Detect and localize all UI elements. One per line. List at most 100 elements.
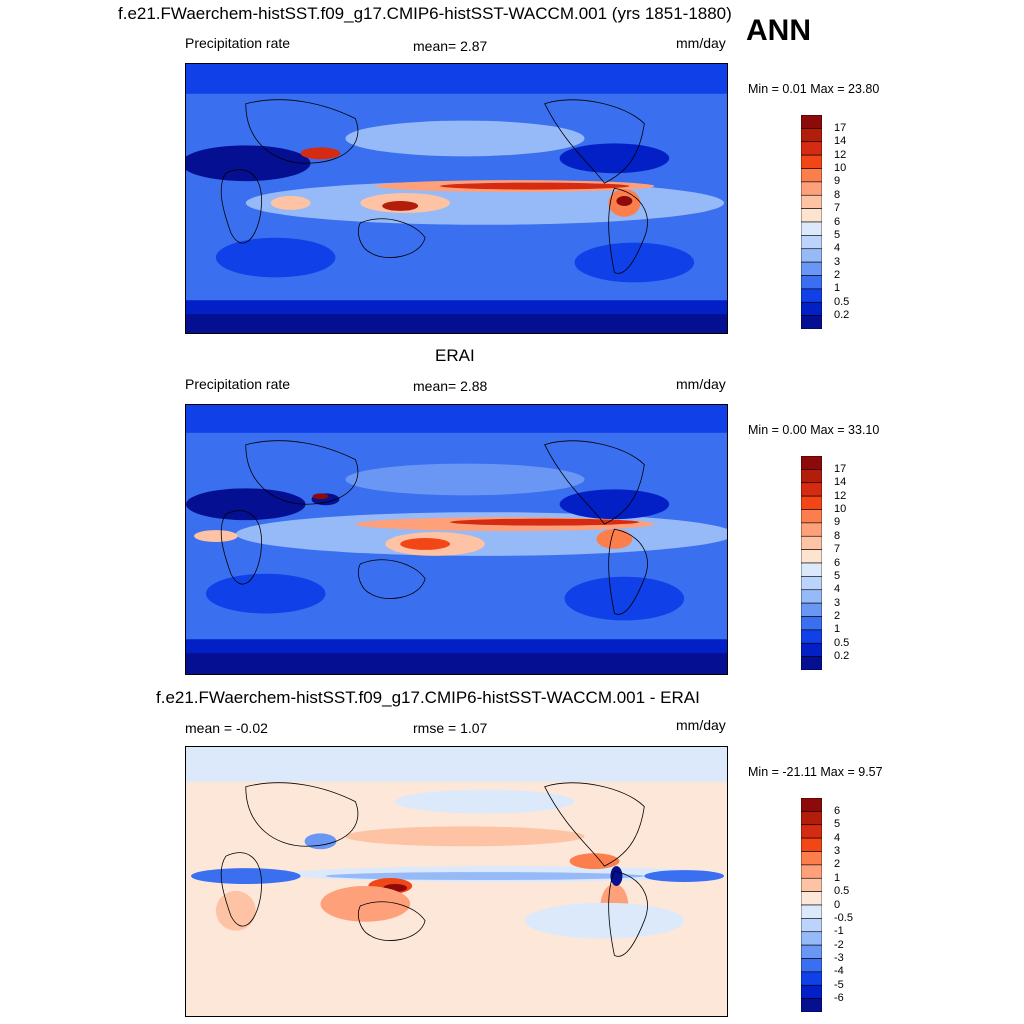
colorbar-box (801, 837, 822, 852)
colorbar-box (801, 221, 822, 236)
colorbar-box (801, 918, 822, 933)
panel-1-minmax: Min = 0.01 Max = 23.80 (748, 82, 880, 96)
colorbar-box (801, 495, 822, 510)
colorbar-tick-label: -4 (834, 965, 844, 978)
colorbar-tick-label: 4 (834, 242, 841, 255)
colorbar-box (801, 958, 822, 973)
colorbar-tick-label: 10 (834, 162, 847, 174)
colorbar-box (801, 576, 822, 591)
panel-1-title: f.e21.FWaerchem-histSST.f09_g17.CMIP6-hi… (118, 4, 732, 23)
panel-3-colorbar (801, 798, 822, 1012)
colorbar-box (801, 315, 822, 329)
panel-2-variable-label: Precipitation rate (185, 376, 291, 392)
colorbar-box (801, 877, 822, 892)
colorbar-box (801, 998, 822, 1012)
colorbar-box (801, 248, 822, 263)
colorbar-box (801, 811, 822, 826)
colorbar-box (801, 154, 822, 169)
colorbar-tick-label: 7 (834, 543, 841, 556)
colorbar-tick-label: 4 (834, 583, 841, 596)
colorbar-box (801, 456, 822, 470)
panel-1-variable-label: Precipitation rate (185, 35, 291, 51)
colorbar-tick-label: 0.2 (834, 650, 850, 663)
panel-1-map (185, 63, 728, 334)
colorbar-box (801, 931, 822, 946)
colorbar-tick-label: 0.5 (834, 295, 850, 308)
colorbar-box (801, 181, 822, 196)
colorbar-tick-label: 2 (834, 269, 841, 281)
colorbar-box (801, 208, 822, 223)
colorbar-tick-label: -2 (834, 938, 844, 951)
panel-1-units: mm/day (676, 35, 726, 51)
colorbar-tick-label: -3 (834, 952, 844, 964)
colorbar-tick-label: -6 (834, 992, 844, 1005)
colorbar-box (801, 469, 822, 484)
colorbar-tick-label: 8 (834, 188, 841, 201)
colorbar-tick-label: 5 (834, 818, 841, 831)
colorbar-tick-label: 0 (834, 898, 841, 911)
panel-3-minmax: Min = -21.11 Max = 9.57 (748, 765, 883, 779)
colorbar-box (801, 864, 822, 879)
colorbar-tick-label: 3 (834, 255, 841, 268)
colorbar-tick-label: 3 (834, 845, 841, 857)
colorbar-box (801, 509, 822, 524)
colorbar-tick-label: 5 (834, 569, 841, 582)
colorbar-tick-label: -1 (834, 925, 844, 938)
colorbar-box (801, 602, 822, 617)
colorbar-tick-label: 8 (834, 529, 841, 542)
colorbar-box (801, 288, 822, 303)
colorbar-box (801, 261, 822, 276)
colorbar-box (801, 141, 822, 156)
colorbar-tick-label: 1 (834, 623, 841, 636)
colorbar-box (801, 616, 822, 631)
colorbar-tick-label: 1 (834, 871, 841, 884)
colorbar-box (801, 824, 822, 839)
colorbar-tick-label: -5 (834, 978, 844, 991)
colorbar-box (801, 798, 822, 812)
colorbar-box (801, 128, 822, 143)
colorbar-box (801, 984, 822, 999)
colorbar-box (801, 235, 822, 250)
colorbar-box (801, 115, 822, 129)
colorbar-box (801, 168, 822, 183)
panel-3-map (185, 746, 728, 1017)
colorbar-tick-label: 17 (834, 121, 847, 134)
colorbar-tick-label: 6 (834, 804, 841, 817)
colorbar-tick-label: 5 (834, 228, 841, 241)
colorbar-tick-label: 6 (834, 215, 841, 228)
panel-3-mean-label: mean = -0.02 (185, 720, 268, 736)
panel-1-colorbar (801, 115, 822, 329)
colorbar-box (801, 535, 822, 550)
colorbar-tick-label: 12 (834, 489, 847, 502)
panel-3-units: mm/day (676, 717, 726, 733)
colorbar-tick-label: -0.5 (834, 911, 853, 924)
panel-3-title: f.e21.FWaerchem-histSST.f09_g17.CMIP6-hi… (156, 688, 700, 707)
colorbar-box (801, 482, 822, 497)
colorbar-box (801, 904, 822, 919)
colorbar-tick-label: 6 (834, 556, 841, 569)
colorbar-tick-label: 9 (834, 516, 841, 529)
season-label: ANN (746, 14, 811, 47)
colorbar-box (801, 629, 822, 644)
colorbar-box (801, 562, 822, 577)
colorbar-tick-label: 1 (834, 282, 841, 295)
panel-2-map (185, 404, 728, 675)
panel-2-mean-label: mean= 2.88 (413, 378, 488, 394)
colorbar-box (801, 589, 822, 604)
colorbar-tick-label: 2 (834, 858, 841, 871)
colorbar-box (801, 194, 822, 209)
colorbar-box (801, 656, 822, 670)
colorbar-box (801, 971, 822, 986)
colorbar-tick-label: 12 (834, 148, 847, 161)
panel-3-rmse-label: rmse = 1.07 (413, 720, 488, 736)
panel-1-mean-label: mean= 2.87 (413, 38, 488, 54)
panel-2-units: mm/day (676, 376, 726, 392)
colorbar-tick-label: 9 (834, 175, 841, 188)
colorbar-box (801, 851, 822, 866)
colorbar-tick-label: 0.5 (834, 885, 850, 898)
colorbar-tick-label: 0.2 (834, 309, 850, 322)
colorbar-tick-label: 0.5 (834, 636, 850, 649)
colorbar-tick-label: 7 (834, 202, 841, 215)
colorbar-box (801, 522, 822, 537)
panel-2-title: ERAI (435, 346, 475, 365)
